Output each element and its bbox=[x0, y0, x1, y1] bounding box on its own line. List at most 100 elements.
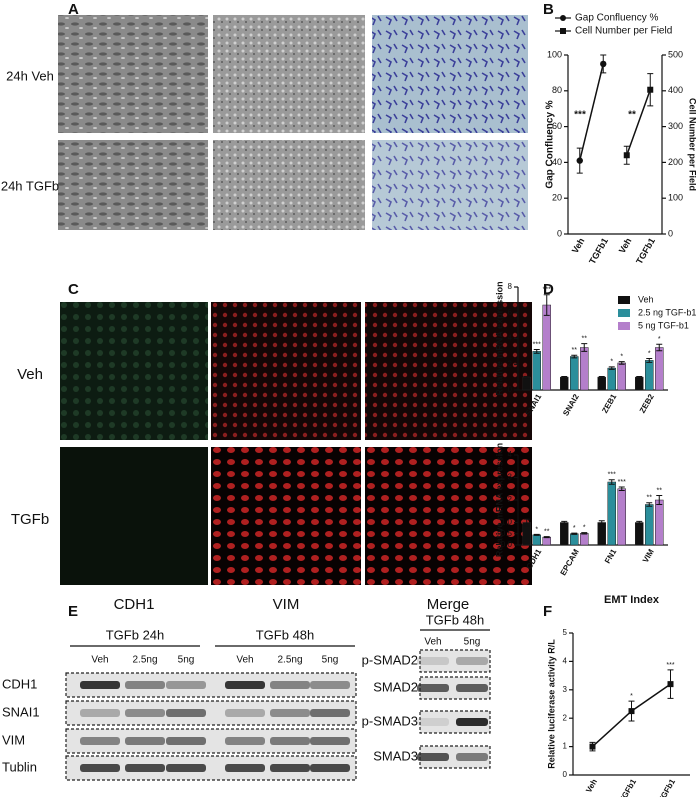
band bbox=[417, 753, 449, 761]
x-tick-label: EPCAM bbox=[559, 547, 581, 577]
bar bbox=[645, 360, 654, 391]
tick-label: 400 bbox=[668, 85, 683, 95]
micrograph bbox=[372, 15, 528, 133]
bar bbox=[560, 522, 569, 546]
bar bbox=[655, 347, 664, 391]
tick-label: 1 bbox=[563, 742, 568, 751]
micrograph bbox=[213, 15, 365, 133]
band bbox=[417, 718, 449, 726]
tick-label: 4 bbox=[508, 450, 513, 459]
band bbox=[456, 718, 488, 726]
lane-label: 5ng bbox=[322, 655, 339, 666]
error-bar bbox=[598, 375, 605, 379]
band bbox=[125, 737, 165, 745]
tick-label: 8 bbox=[508, 282, 513, 291]
error-bar bbox=[543, 294, 550, 316]
significance: *** bbox=[533, 341, 541, 348]
tick-label: 0.5 bbox=[501, 529, 513, 538]
error-bar bbox=[636, 520, 643, 525]
x-tick-label: TGFb1 bbox=[634, 236, 657, 266]
bar bbox=[645, 504, 654, 546]
band bbox=[125, 764, 165, 772]
error-bar bbox=[618, 486, 625, 492]
bar bbox=[542, 304, 551, 391]
x-tick-label: 5ng TGFb1 bbox=[648, 777, 677, 797]
line bbox=[579, 63, 604, 161]
y-axis-label: Relative luciferase activity R/L bbox=[546, 639, 556, 769]
band bbox=[80, 681, 120, 689]
band bbox=[166, 709, 206, 717]
bar bbox=[597, 522, 606, 546]
row-label: 24h Veh bbox=[6, 68, 54, 83]
tick-label: 3 bbox=[508, 473, 513, 482]
significance: *** bbox=[618, 479, 626, 486]
legend-swatch bbox=[618, 322, 630, 330]
band bbox=[456, 657, 488, 665]
significance: ** bbox=[657, 487, 663, 494]
lane-label: 5ng bbox=[464, 637, 481, 648]
micrograph bbox=[58, 140, 208, 230]
band bbox=[225, 737, 265, 745]
bar bbox=[597, 376, 606, 391]
y-axis-label: Relative mRNA expression bbox=[494, 443, 504, 557]
legend-marker bbox=[560, 15, 566, 21]
point bbox=[647, 86, 654, 93]
tick-label: 6 bbox=[508, 308, 513, 317]
tick-label: 100 bbox=[547, 49, 562, 59]
micrograph bbox=[60, 447, 208, 585]
error-bar bbox=[656, 495, 663, 505]
blot-strip bbox=[419, 649, 491, 673]
point bbox=[576, 157, 583, 164]
tick-label: 60 bbox=[552, 121, 562, 131]
tick-label: 2 bbox=[563, 713, 568, 722]
panel-label: D bbox=[543, 281, 554, 298]
band bbox=[125, 709, 165, 717]
error-bar bbox=[656, 343, 663, 352]
error-bar bbox=[646, 357, 653, 363]
band bbox=[270, 737, 310, 745]
tick-label: 0 bbox=[557, 228, 562, 238]
band bbox=[310, 737, 350, 745]
band bbox=[166, 737, 206, 745]
bar bbox=[570, 533, 579, 546]
panel-label: A bbox=[68, 1, 79, 18]
tick-label: 20 bbox=[552, 193, 562, 203]
legend-swatch bbox=[618, 309, 630, 317]
band bbox=[310, 764, 350, 772]
significance: * bbox=[630, 693, 633, 700]
legend-swatch bbox=[618, 296, 630, 304]
tick-label: 100 bbox=[668, 193, 683, 203]
x-tick-label: 2.5ng TGFb1 bbox=[606, 777, 638, 797]
legend-label: Gap Confluency % bbox=[575, 13, 658, 24]
band bbox=[310, 681, 350, 689]
bar bbox=[607, 367, 616, 391]
tick-label: 200 bbox=[668, 157, 683, 167]
x-tick-label: Veh bbox=[584, 777, 599, 794]
blot-strip bbox=[419, 710, 491, 734]
group-label: TGFb 48h bbox=[256, 627, 315, 642]
y-axis-label: Relative mRNA expression bbox=[494, 281, 504, 395]
micrograph bbox=[365, 302, 532, 440]
band bbox=[456, 684, 488, 692]
tick-label: 0 bbox=[508, 385, 513, 394]
bar bbox=[580, 533, 589, 546]
band bbox=[80, 737, 120, 745]
column-label: VIM bbox=[273, 596, 300, 613]
bar bbox=[635, 376, 644, 391]
tick-label: 4 bbox=[563, 657, 568, 666]
legend-label: Veh bbox=[638, 294, 654, 304]
error-bar bbox=[533, 533, 540, 536]
panel-label: E bbox=[68, 603, 78, 620]
band bbox=[270, 709, 310, 717]
point bbox=[600, 60, 607, 68]
error-bar bbox=[561, 375, 568, 379]
y-axis-label: Gap Confluency % bbox=[545, 100, 556, 188]
error-bar bbox=[561, 520, 568, 525]
band bbox=[125, 681, 165, 689]
panel-label: F bbox=[543, 603, 552, 620]
legend-label: 5 ng TGF-b1 bbox=[638, 320, 689, 330]
blot-strip bbox=[65, 700, 357, 726]
micrograph bbox=[211, 302, 361, 440]
band bbox=[417, 684, 449, 692]
group-label: TGFb 24h bbox=[106, 627, 165, 642]
